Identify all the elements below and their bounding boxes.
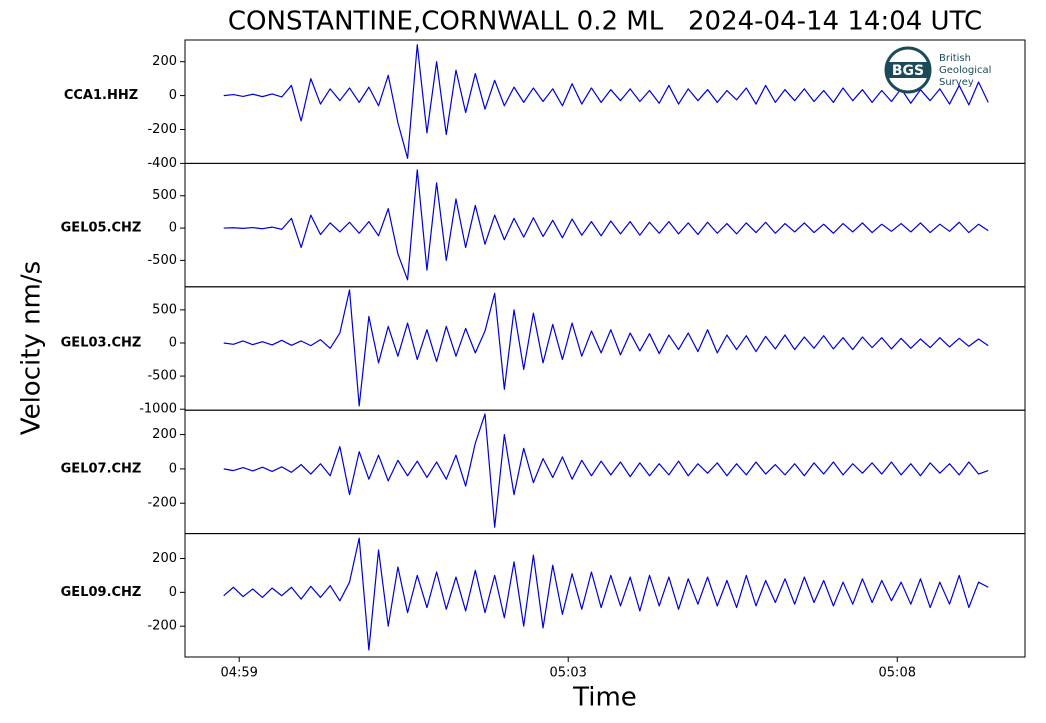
y-tick-label: -200 (147, 496, 177, 511)
waveform (223, 289, 989, 407)
plot (223, 44, 989, 159)
y-tick-label: 200 (152, 54, 177, 69)
chart-title: CONSTANTINE,CORNWALL 0.2 ML 2024-04-14 1… (228, 7, 982, 37)
y-tick-label: 0 (169, 585, 177, 600)
y-tick-label: 500 (152, 188, 177, 203)
y-tick-label: -200 (147, 122, 177, 137)
y-tick-label: 0 (169, 335, 177, 350)
station-label: GEL03.CHZ (61, 335, 142, 350)
y-tick-label: 200 (152, 551, 177, 566)
waveform (223, 44, 989, 159)
waveform (223, 169, 989, 281)
y-tick-label: 0 (169, 88, 177, 103)
y-axis-label: Velocity nm/s (17, 261, 47, 435)
logo-abbr: BGS (892, 63, 924, 79)
plot (223, 169, 989, 281)
station-label: GEL09.CHZ (61, 585, 142, 600)
station-label: GEL07.CHZ (61, 461, 142, 476)
x-tick-label: 05:08 (879, 666, 916, 681)
y-tick-label: 0 (169, 221, 177, 236)
logo-text: Survey (939, 77, 974, 88)
station-label: CCA1.HHZ (64, 88, 138, 103)
y-tick-label: 0 (169, 461, 177, 476)
y-tick-label: -500 (147, 253, 177, 268)
y-tick-label: -400 (147, 156, 177, 171)
panel-frame (184, 286, 1026, 411)
x-tick-label: 04:59 (220, 666, 257, 681)
x-axis-label: Time (572, 683, 637, 713)
y-tick-label: 500 (152, 302, 177, 317)
station-label: GEL05.CHZ (61, 221, 142, 236)
y-tick-label: -1000 (139, 402, 177, 417)
waveform (223, 537, 989, 651)
logo-text: British (939, 53, 971, 64)
panel-frame (184, 533, 1026, 658)
y-tick-label: 200 (152, 427, 177, 442)
y-tick-label: -500 (147, 369, 177, 384)
y-tick-label: -200 (147, 619, 177, 634)
logo-text: Geological (939, 65, 991, 76)
waveform (223, 413, 989, 528)
x-tick-label: 05:03 (549, 666, 586, 681)
plot (223, 289, 989, 407)
plot (223, 537, 989, 651)
plot (223, 413, 989, 528)
logo-band (886, 62, 930, 78)
